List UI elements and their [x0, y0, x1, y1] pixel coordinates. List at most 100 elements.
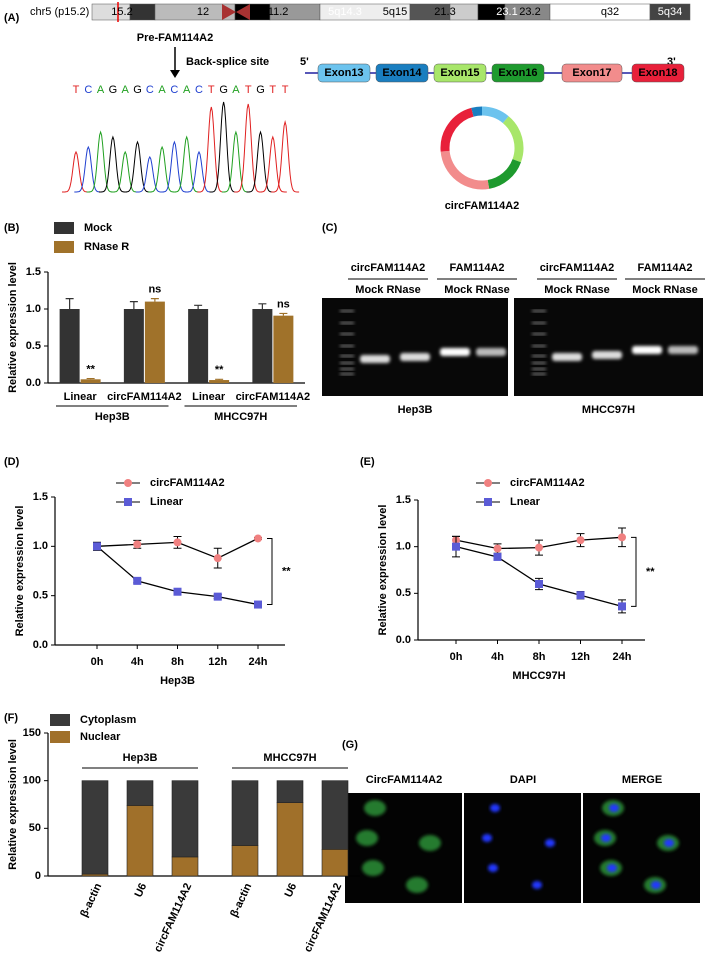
- error-bar: [65, 298, 74, 309]
- legend-label: Nuclear: [80, 731, 121, 743]
- legend-label: RNase R: [84, 241, 129, 253]
- point: [493, 544, 502, 553]
- three-prime: 3': [667, 56, 676, 68]
- ladder-band: [532, 345, 546, 347]
- bar: [209, 380, 230, 383]
- ladder-band: [340, 322, 354, 324]
- error-bar: [258, 303, 267, 309]
- circ-arc: [440, 107, 474, 152]
- ladder-band: [532, 310, 546, 312]
- exon: [433, 63, 487, 83]
- bar: [59, 309, 80, 383]
- series-line: [455, 546, 623, 608]
- panel-label: (G): [342, 739, 358, 751]
- y-tick-label: 0.5: [26, 340, 41, 352]
- chromatogram-peak: [185, 150, 213, 193]
- bar-segment: [276, 802, 304, 877]
- x-tick-label: 0h: [91, 656, 104, 668]
- band-label: 5q34: [658, 6, 682, 18]
- y-tick-label: 1.0: [26, 303, 41, 315]
- arrow-head: [170, 70, 180, 78]
- annotation: ns: [148, 284, 161, 296]
- product-label: FAM114A2: [449, 262, 504, 274]
- y-axis-label: Relative expression level: [377, 505, 389, 636]
- chromatogram-peak: [221, 130, 250, 193]
- base: C: [195, 84, 203, 96]
- band-label: 23.2: [519, 6, 540, 18]
- x-tick-label: circFAM114A2: [236, 391, 311, 403]
- exon: [491, 63, 545, 83]
- bar: [144, 301, 165, 383]
- centromere: [222, 4, 250, 20]
- bar-segment: [276, 780, 304, 803]
- y-tick-label: 100: [23, 775, 41, 787]
- band-label: 5q15: [383, 6, 407, 18]
- x-tick-label: β-actin: [228, 881, 254, 919]
- x-tick-label: Linear: [64, 391, 98, 403]
- gel-band: [440, 348, 470, 356]
- x-axis-label: MHCC97H: [512, 670, 565, 682]
- bar-segment: [231, 845, 259, 877]
- band-label: 5q11.2: [256, 6, 289, 18]
- nucleus-stain: [545, 839, 555, 847]
- legend-marker: [484, 498, 492, 506]
- bracket: [267, 537, 273, 606]
- point: [213, 554, 222, 563]
- point: [254, 534, 262, 543]
- y-tick-label: 0.0: [33, 639, 48, 651]
- y-tick-label: 0.0: [396, 634, 411, 646]
- channel-label: MERGE: [622, 774, 662, 786]
- x-tick-label: β-actin: [78, 881, 104, 919]
- exon-label: Exon13: [324, 67, 363, 79]
- base: C: [84, 84, 92, 96]
- x-tick-label: circFAM114A2: [107, 391, 182, 403]
- gel-band: [476, 348, 506, 356]
- legend-swatch: [54, 222, 74, 234]
- y-tick-label: 0.0: [26, 377, 41, 389]
- x-tick-label: U6: [283, 881, 300, 899]
- legend-label: Lnear: [510, 496, 541, 508]
- gel-band: [400, 353, 430, 361]
- cell-label: MHCC97H: [582, 404, 635, 416]
- ladder-band: [340, 355, 354, 357]
- exon-label: Exon16: [498, 67, 537, 79]
- point: [133, 576, 142, 585]
- group-label: MHCC97H: [214, 411, 267, 423]
- x-tick-label: circFAM114A2: [302, 881, 344, 954]
- chromatogram-peak: [148, 145, 177, 193]
- bar-segment: [171, 856, 199, 877]
- x-tick-label: 12h: [208, 656, 227, 668]
- nucleus-stain: [607, 864, 617, 872]
- ladder-band: [340, 368, 354, 370]
- ladder-band: [340, 345, 354, 347]
- chromatogram-peak: [74, 145, 103, 193]
- chromatogram-peak: [111, 150, 140, 193]
- base: T: [282, 84, 289, 96]
- band-label: 15.2: [111, 6, 132, 18]
- chromatogram-peak: [123, 140, 152, 193]
- cytoplasm-stain: [419, 835, 441, 851]
- chromatogram-peak: [246, 130, 275, 193]
- legend-label: circFAM114A2: [510, 477, 585, 489]
- x-tick-label: Linear: [192, 391, 226, 403]
- site-label: Back-splice site: [186, 56, 269, 68]
- band: [129, 3, 156, 21]
- channel-label: CircFAM114A2: [366, 774, 442, 786]
- bar-segment: [231, 780, 259, 846]
- chromatogram-peak: [209, 101, 238, 193]
- legend-marker: [484, 479, 492, 487]
- chromatogram-peak: [160, 140, 189, 193]
- exon-label: Exon14: [382, 67, 422, 79]
- cytoplasm-stain: [362, 860, 384, 876]
- x-tick-label: 8h: [171, 656, 184, 668]
- band-label: 5q14.3: [328, 6, 362, 18]
- point: [93, 542, 101, 551]
- point: [535, 543, 543, 552]
- cytoplasm-stain: [364, 800, 386, 816]
- ladder-band: [532, 322, 546, 324]
- band-label: 23.1: [496, 6, 517, 18]
- cytoplasm-stain: [356, 830, 378, 846]
- channel-label: DAPI: [510, 774, 536, 786]
- nucleus-stain: [601, 834, 611, 842]
- y-tick-label: 1.5: [33, 491, 48, 503]
